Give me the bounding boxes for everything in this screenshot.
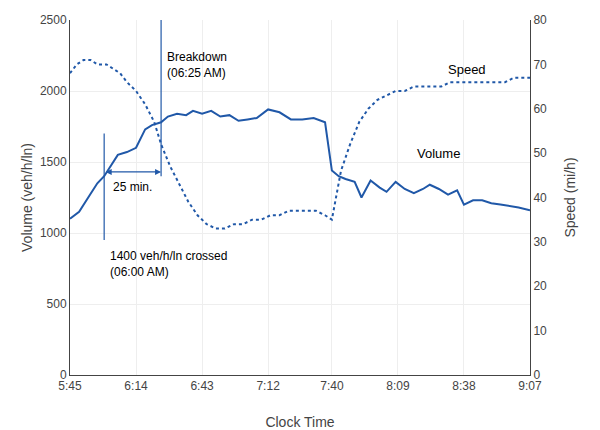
svg-text:6:14: 6:14 bbox=[124, 379, 148, 393]
svg-text:40: 40 bbox=[533, 191, 547, 205]
svg-text:7:12: 7:12 bbox=[256, 379, 280, 393]
svg-text:9:07: 9:07 bbox=[518, 379, 542, 393]
svg-text:10: 10 bbox=[533, 324, 547, 338]
svg-text:20: 20 bbox=[533, 279, 547, 293]
svg-text:7:40: 7:40 bbox=[320, 379, 344, 393]
svg-text:2500: 2500 bbox=[40, 13, 67, 27]
svg-text:8:09: 8:09 bbox=[386, 379, 410, 393]
svg-text:0: 0 bbox=[60, 368, 67, 382]
svg-text:60: 60 bbox=[533, 102, 547, 116]
svg-text:Speed (mi/h): Speed (mi/h) bbox=[562, 157, 578, 237]
svg-text:50: 50 bbox=[533, 146, 547, 160]
svg-text:Volume (veh/h/ln): Volume (veh/h/ln) bbox=[19, 143, 35, 252]
svg-text:500: 500 bbox=[47, 297, 67, 311]
svg-text:Speed: Speed bbox=[448, 62, 486, 77]
svg-text:Volume: Volume bbox=[417, 146, 460, 161]
svg-text:Clock Time: Clock Time bbox=[265, 414, 334, 430]
svg-text:70: 70 bbox=[533, 58, 547, 72]
svg-text:30: 30 bbox=[533, 235, 547, 249]
svg-text:2000: 2000 bbox=[40, 84, 67, 98]
svg-text:Breakdown(06:25 AM): Breakdown(06:25 AM) bbox=[167, 50, 227, 80]
svg-text:25 min.: 25 min. bbox=[113, 180, 152, 194]
svg-text:1000: 1000 bbox=[40, 226, 67, 240]
svg-text:8:38: 8:38 bbox=[452, 379, 476, 393]
svg-text:1500: 1500 bbox=[40, 155, 67, 169]
svg-text:6:43: 6:43 bbox=[190, 379, 214, 393]
svg-text:0: 0 bbox=[533, 368, 540, 382]
svg-text:1400 veh/h/ln crossed(06:00 AM: 1400 veh/h/ln crossed(06:00 AM) bbox=[110, 249, 227, 279]
svg-text:80: 80 bbox=[533, 13, 547, 27]
svg-text:5:45: 5:45 bbox=[58, 379, 82, 393]
